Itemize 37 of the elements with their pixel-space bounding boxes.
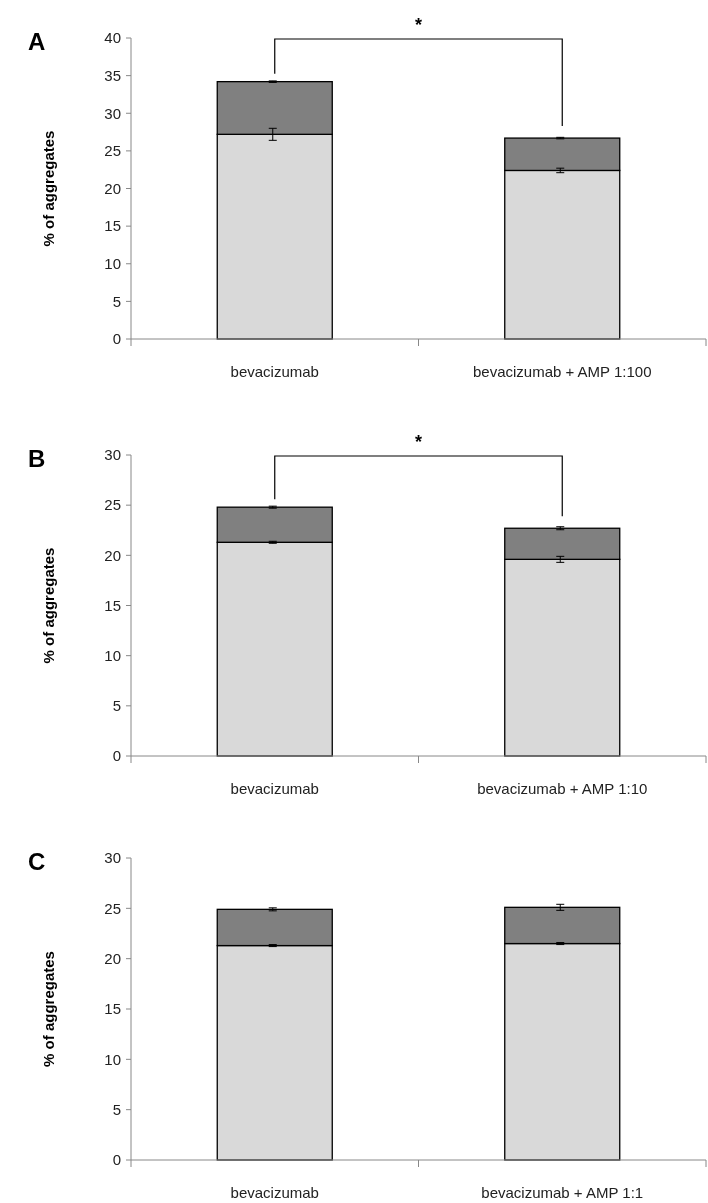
y-tick-label: 30 <box>104 104 121 122</box>
y-tick-label: 30 <box>104 849 121 867</box>
y-tick-label: 0 <box>112 747 121 765</box>
y-axis-title: % of aggregates <box>40 130 57 247</box>
y-tick-label: 5 <box>112 292 121 310</box>
chart-title: A <box>28 28 46 55</box>
y-tick-label: 40 <box>104 29 121 47</box>
y-tick-label: 10 <box>104 1050 121 1068</box>
x-tick-label: bevacizumab + AMP 1:100 <box>472 363 652 380</box>
y-tick-label: 10 <box>104 646 121 664</box>
chart-title: C <box>28 848 46 875</box>
x-tick-label: bevacizumab + AMP 1:1 <box>481 1184 644 1201</box>
x-tick-label: bevacizumab + AMP 1:10 <box>477 780 648 797</box>
y-tick-label: 20 <box>104 179 121 197</box>
y-tick-label: 20 <box>104 949 121 967</box>
y-tick-label: 15 <box>104 217 121 235</box>
chart-title: B <box>28 445 46 472</box>
y-axis-title: % of aggregates <box>40 951 57 1067</box>
y-axis-title: % of aggregates <box>40 547 57 664</box>
y-tick-label: 5 <box>112 1100 121 1118</box>
x-tick-label: bevacizumab <box>230 1184 319 1201</box>
y-tick-label: 30 <box>104 446 121 464</box>
y-tick-label: 0 <box>112 330 121 348</box>
y-tick-label: 25 <box>104 899 121 917</box>
y-tick-label: 25 <box>104 142 121 160</box>
y-tick-label: 15 <box>104 596 121 614</box>
y-tick-label: 10 <box>104 255 121 272</box>
text: * <box>414 15 423 35</box>
y-tick-label: 0 <box>112 1151 121 1169</box>
y-tick-label: 25 <box>104 496 121 514</box>
x-tick-label: bevacizumab <box>230 780 319 797</box>
x-tick-label: bevacizumab <box>230 363 319 380</box>
y-tick-label: 5 <box>112 697 121 715</box>
y-tick-label: 35 <box>104 66 121 84</box>
y-tick-label: 20 <box>104 546 121 564</box>
y-tick-label: 15 <box>104 1000 121 1018</box>
text: * <box>414 432 423 452</box>
